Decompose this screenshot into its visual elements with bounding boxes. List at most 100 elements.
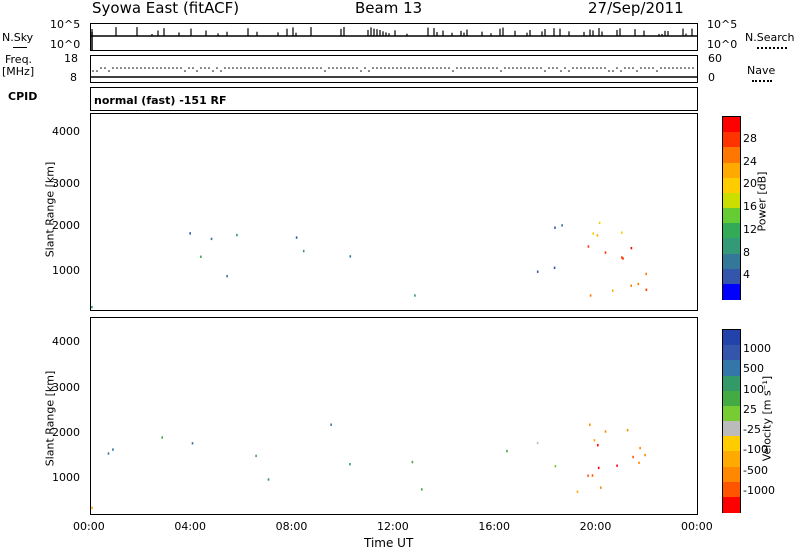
freq-point (692, 67, 694, 69)
freq-point (352, 67, 354, 69)
freq-point (512, 67, 514, 69)
freq-point (472, 67, 474, 69)
colorbar-tick-label: 8 (743, 245, 750, 259)
echo-cell (536, 270, 539, 273)
freq-point (408, 67, 410, 69)
freq-point (132, 67, 134, 69)
freq-point (300, 67, 302, 69)
freq-point (528, 67, 530, 69)
power-ytick-1000: 1000 (52, 264, 80, 277)
freq-point (504, 67, 506, 69)
echo-cell (632, 455, 634, 459)
freq-point (100, 67, 102, 69)
colorbar-segment (723, 375, 740, 392)
freq-point (312, 67, 314, 69)
velocity-ytick-2000: 2000 (52, 426, 80, 439)
freq-point (380, 67, 382, 69)
freq-point (268, 67, 270, 69)
power-echoes (91, 221, 648, 309)
echo-cell (621, 231, 623, 234)
nave-tick-top: 60 (708, 52, 722, 65)
colorbar-segment (723, 192, 740, 209)
echo-cell (587, 245, 590, 248)
freq-point (404, 67, 406, 69)
x-tick-label: 16:00 (478, 520, 511, 533)
echo-cell (592, 232, 594, 235)
cpid-label: CPID (8, 90, 38, 103)
echo-cell (107, 452, 110, 455)
freq-point (656, 70, 658, 72)
freq-point (172, 67, 174, 69)
colorbar-tick-label: 100 (743, 382, 764, 396)
freq-point (672, 67, 674, 69)
nsky-panel (90, 23, 698, 51)
freq-point (140, 67, 142, 69)
colorbar-segment (723, 268, 740, 285)
freq-point (480, 67, 482, 69)
freq-point (316, 67, 318, 69)
echo-cell (616, 464, 618, 467)
cpid-panel: normal (fast) -151 RF (90, 87, 698, 111)
echo-cell (587, 474, 589, 477)
freq-point (292, 67, 294, 69)
freq-point (652, 67, 654, 69)
freq-point (304, 67, 306, 69)
power-colorbar-label: Power [dB] (755, 171, 769, 232)
x-tick-label: 00:00 (73, 520, 105, 533)
echo-cell (645, 288, 648, 291)
freq-point (428, 67, 430, 69)
freq-point (180, 67, 182, 69)
freq-point (128, 67, 130, 69)
freq-point (608, 70, 610, 72)
power-ytick-2000: 2000 (52, 219, 80, 232)
colorbar-tick-label: -25 (743, 423, 761, 437)
freq-tick-bottom: 8 (70, 71, 77, 84)
freq-point (164, 67, 166, 69)
freq-point (684, 67, 686, 69)
colorbar-segment (723, 117, 740, 134)
freq-point (196, 70, 198, 72)
freq-point (444, 67, 446, 69)
freq-point (536, 67, 538, 69)
echo-cell (622, 257, 624, 260)
echo-cell (349, 255, 352, 258)
velocity-colorbar (722, 329, 741, 513)
echo-cell (554, 226, 556, 229)
x-tick-label: 12:00 (377, 520, 409, 533)
freq-point (492, 67, 494, 69)
freq-point (348, 67, 350, 69)
freq-point (580, 67, 582, 69)
freq-point (648, 67, 650, 69)
freq-point (236, 67, 238, 69)
freq-point (600, 67, 602, 69)
colorbar-segment (723, 421, 740, 438)
freq-point (104, 67, 106, 69)
freq-point (260, 67, 262, 69)
freq-point (640, 67, 642, 69)
echo-cell (302, 249, 305, 253)
freq-point (588, 67, 590, 69)
freq-point (560, 70, 562, 72)
echo-cell (91, 305, 93, 309)
freq-point (616, 67, 618, 69)
freq-point (396, 67, 398, 69)
freq-point (496, 67, 498, 69)
echo-cell (593, 439, 596, 442)
freq-point (328, 67, 330, 69)
echo-cell (639, 446, 641, 450)
freq-point (432, 67, 434, 69)
freq-point (96, 70, 98, 72)
colorbar-segment (723, 466, 740, 483)
echo-cell (330, 423, 332, 426)
velocity-panel (90, 317, 698, 515)
colorbar-tick-label: -1000 (743, 483, 775, 497)
echo-cell (604, 430, 607, 433)
freq-point (220, 70, 222, 72)
freq-point (452, 70, 454, 72)
freq-point (272, 67, 274, 69)
freq-point (384, 67, 386, 69)
power-ytick-4000: 4000 (52, 125, 80, 138)
colorbar-segment (723, 405, 740, 422)
freq-point (212, 70, 214, 72)
echo-cell (591, 474, 594, 477)
